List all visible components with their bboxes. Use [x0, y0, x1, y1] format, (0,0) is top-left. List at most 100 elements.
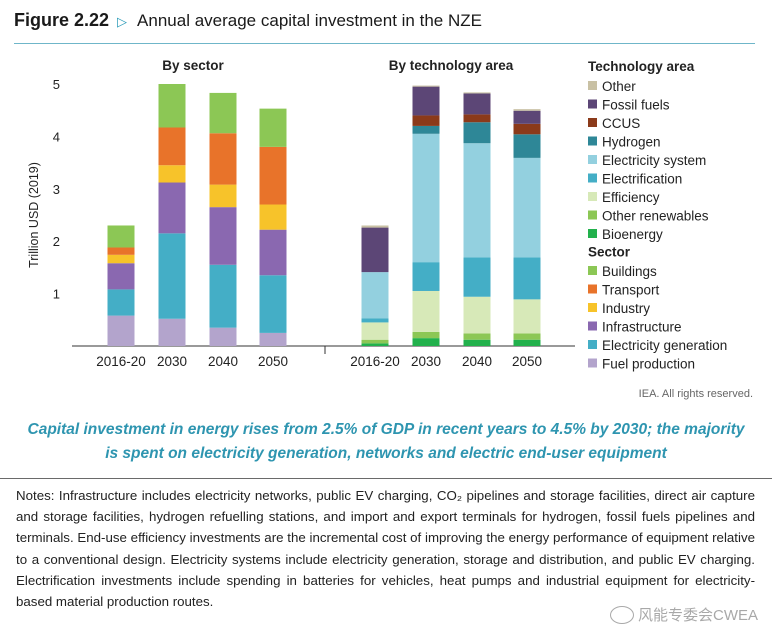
legend-label: Buildings — [602, 264, 657, 279]
bar-segment-electricity-generation — [158, 233, 186, 319]
y-axis-title: Trillion USD (2019) — [27, 162, 41, 268]
x-tick-label: 2016-20 — [96, 354, 146, 369]
bar-segment-electrification — [361, 318, 389, 323]
legend-swatch — [588, 81, 597, 90]
legend-label: Fuel production — [602, 357, 695, 372]
x-tick-label: 2030 — [411, 354, 441, 369]
bar-segment-other — [463, 92, 491, 94]
bar-segment-hydrogen — [513, 134, 541, 158]
panel-title: By technology area — [389, 58, 514, 73]
figure-number: Figure 2.22 — [14, 10, 110, 30]
legend-label: Bioenergy — [602, 227, 663, 242]
bar-segment-fuel-production — [107, 315, 135, 346]
watermark: 风能专委会CWEA — [609, 604, 758, 625]
bar-segment-electricity-generation — [209, 264, 237, 328]
bar-segment-bioenergy — [361, 343, 389, 346]
bar-segment-efficiency — [412, 290, 440, 332]
legend-swatch — [588, 99, 597, 109]
legend-label: Fossil fuels — [602, 98, 670, 113]
legend-label: Efficiency — [602, 190, 660, 205]
bar-segment-other — [412, 85, 440, 87]
legend-label: Electricity system — [602, 153, 706, 168]
legend-label: Other renewables — [602, 209, 709, 224]
bar-segment-fuel-production — [158, 318, 186, 346]
bar-segment-efficiency — [513, 299, 541, 334]
y-tick-label: 2 — [53, 234, 60, 249]
legend-swatch — [588, 321, 597, 331]
bar-segment-transport — [158, 127, 186, 166]
bar-segment-other-renewables — [513, 333, 541, 340]
title-divider — [14, 43, 755, 44]
bar-segment-bioenergy — [513, 339, 541, 346]
bar-segment-bioenergy — [412, 338, 440, 346]
wechat-icon — [609, 605, 634, 624]
legend-swatch — [588, 229, 597, 238]
legend-label: Industry — [602, 301, 650, 316]
legend-label: Infrastructure — [602, 320, 682, 335]
legend-swatch — [588, 266, 597, 275]
bar-segment-ccus — [412, 115, 440, 126]
legend-heading-technology: Technology area — [588, 59, 695, 74]
y-tick-label: 5 — [53, 77, 60, 92]
bar-segment-industry — [107, 254, 135, 264]
x-tick-label: 2050 — [512, 354, 542, 369]
legend-swatch — [588, 192, 597, 201]
bar-segment-industry — [259, 204, 287, 230]
bar-segment-electricity-system — [412, 133, 440, 263]
legend-label: Transport — [602, 283, 660, 298]
figure-title: Figure 2.22 ▷ Annual average capital inv… — [14, 10, 482, 36]
x-tick-label: 2040 — [208, 354, 238, 369]
y-tick-label: 4 — [53, 129, 60, 144]
bar-segment-buildings — [158, 84, 186, 128]
legend-swatch — [588, 358, 597, 368]
bar-segment-fossil-fuels — [412, 86, 440, 116]
bar-segment-electrification — [463, 257, 491, 297]
bar-segment-other — [361, 225, 389, 228]
figure-arrow-icon: ▷ — [117, 14, 128, 29]
bar-segment-electrification — [513, 257, 541, 300]
bar-segment-efficiency — [361, 322, 389, 340]
copyright-credit: IEA. All rights reserved. — [638, 388, 753, 400]
notes-text: Notes: Infrastructure includes electrici… — [16, 488, 755, 610]
bar-segment-electricity-generation — [107, 289, 135, 316]
bar-segment-electricity-system — [513, 157, 541, 258]
bar-segment-hydrogen — [463, 122, 491, 144]
legend-swatch — [588, 303, 597, 312]
figure-title-text: Annual average capital investment in the… — [137, 11, 482, 30]
bar-segment-fossil-fuels — [513, 110, 541, 124]
bar-segment-transport — [259, 146, 287, 205]
figure-caption: Capital investment in energy rises from … — [27, 421, 745, 462]
bar-segment-other-renewables — [463, 333, 491, 340]
legend-label: CCUS — [602, 116, 640, 131]
legend-label: Hydrogen — [602, 135, 661, 150]
legend-swatch — [588, 284, 597, 294]
bar-segment-electrification — [412, 262, 440, 291]
chart-area: 1 2 3 4 5 Trillion USD (2019) By sector 2016-20… — [27, 58, 727, 372]
bar-segment-fuel-production — [259, 332, 287, 346]
bar-segment-fossil-fuels — [361, 227, 389, 273]
bar-segment-infrastructure — [158, 182, 186, 234]
bar-segment-ccus — [513, 123, 541, 135]
legend-swatch — [588, 155, 597, 164]
bar-segment-infrastructure — [107, 263, 135, 290]
x-tick-label: 2016-20 — [350, 354, 400, 369]
bar-segment-fossil-fuels — [463, 93, 491, 115]
bar-segment-electricity-system — [463, 143, 491, 258]
bar-segment-electricity-system — [361, 272, 389, 319]
x-tick-label: 2030 — [157, 354, 187, 369]
bar-segment-transport — [107, 247, 135, 255]
legend-swatch — [588, 210, 597, 220]
bar-segment-other-renewables — [361, 339, 389, 344]
legend-swatch — [588, 136, 597, 146]
bar-segment-hydrogen — [412, 125, 440, 134]
legend-swatch — [588, 118, 597, 127]
bar-segment-infrastructure — [259, 229, 287, 276]
bar-segment-electricity-generation — [259, 275, 287, 333]
legend-label: Electricity generation — [602, 338, 727, 353]
bar-segment-transport — [209, 133, 237, 185]
bar-segment-buildings — [259, 108, 287, 147]
legend-swatch — [588, 173, 597, 183]
panel-title: By sector — [162, 58, 224, 73]
bar-segment-other-renewables — [412, 331, 440, 339]
legend-heading-sector: Sector — [588, 245, 631, 260]
